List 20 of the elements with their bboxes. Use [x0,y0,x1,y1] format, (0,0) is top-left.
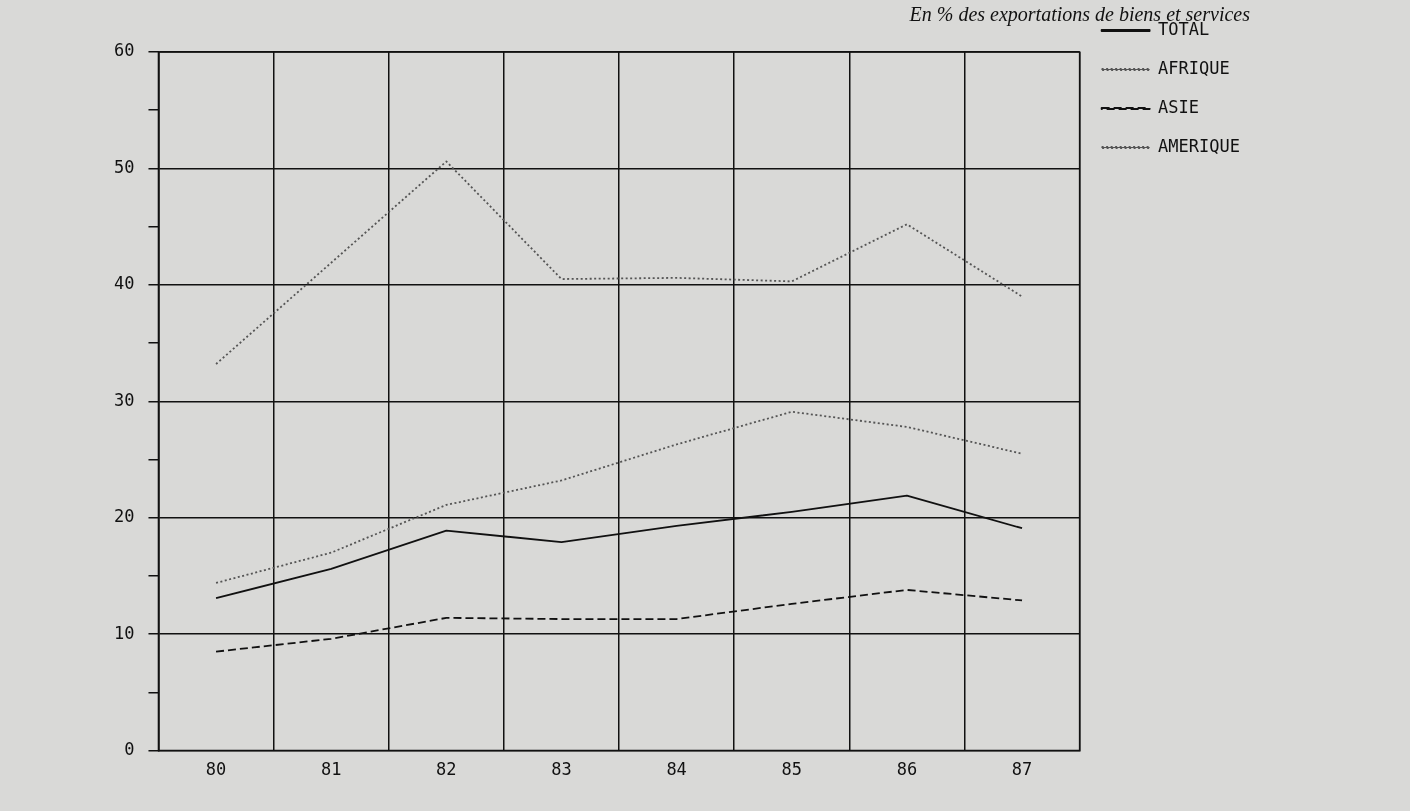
x-tick-label: 82 [436,759,457,780]
x-tick-label: 85 [781,759,802,780]
y-tick-label: 30 [113,389,135,410]
y-tick-label: 60 [113,40,135,61]
x-tick-label: 87 [1011,759,1033,780]
y-tick-label: 50 [113,156,135,177]
legend-label: ASIE [1158,96,1200,117]
x-tick-label: 84 [666,759,687,780]
x-tick-label: 83 [551,759,572,780]
x-tick-label: 80 [205,759,227,780]
legend-label: AMERIQUE [1158,135,1241,156]
x-tick-label: 86 [896,759,918,780]
y-tick-label: 40 [113,273,135,294]
legend-label: AFRIQUE [1158,57,1230,78]
line-series [215,410,1023,584]
y-tick-label: 0 [124,739,135,760]
x-tick-label: 81 [320,759,342,780]
line-series [215,160,1023,365]
y-tick-label: 10 [113,622,135,643]
y-tick-label: 20 [113,506,135,527]
